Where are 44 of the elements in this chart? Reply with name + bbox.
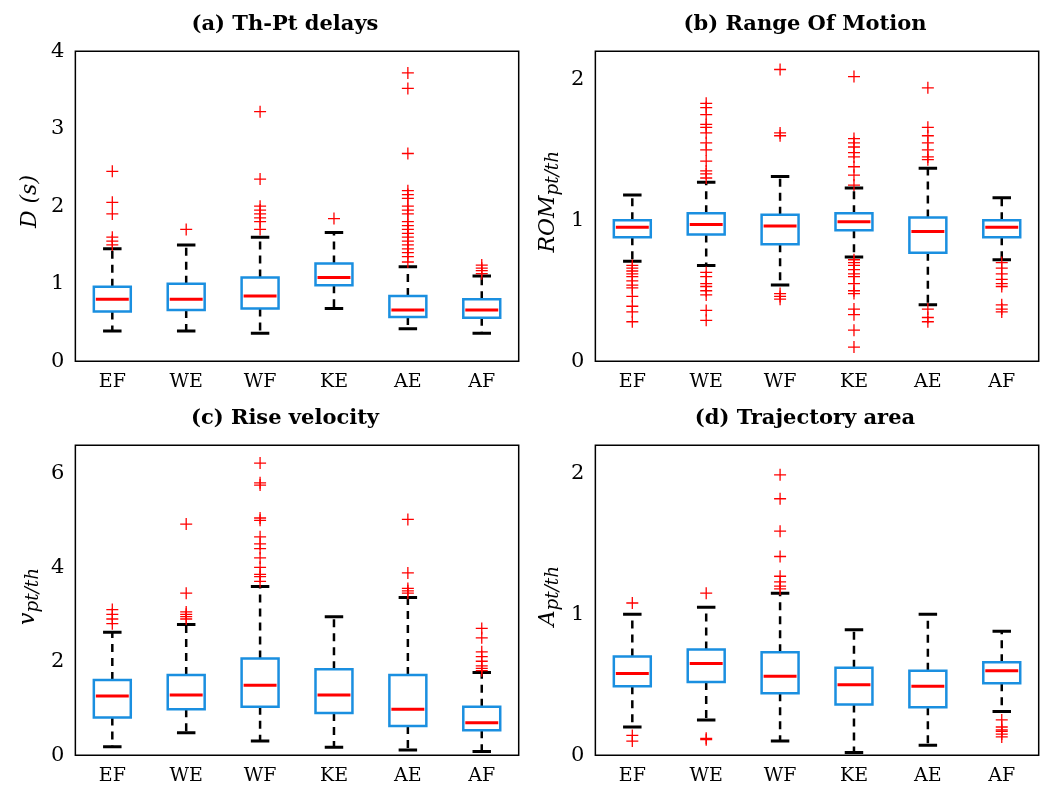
y-tick-label: 1 <box>570 600 585 625</box>
x-tick-label: EF <box>98 368 126 391</box>
x-tick-label: AE <box>913 762 942 785</box>
x-tick-label: WF <box>763 762 797 785</box>
y-tick-label: 0 <box>50 741 65 766</box>
x-tick-label: WE <box>689 368 723 391</box>
x-tick-label: WE <box>169 762 203 785</box>
y-tick-label: 0 <box>570 741 585 766</box>
x-tick-label: WE <box>689 762 723 785</box>
y-tick-label: 6 <box>50 459 65 484</box>
y-tick-label: 0 <box>570 347 585 372</box>
x-tick-label: KE <box>319 368 349 391</box>
y-tick-label: 3 <box>50 115 65 140</box>
x-tick-label: AF <box>987 762 1016 785</box>
y-tick-label: 1 <box>570 206 585 231</box>
x-tick-label: AE <box>393 368 422 391</box>
x-tick-label: AE <box>393 762 422 785</box>
y-tick-label: 2 <box>570 459 585 484</box>
y-tick-label: 1 <box>50 270 65 295</box>
x-tick-label: KE <box>839 368 869 391</box>
x-tick-label: KE <box>839 762 869 785</box>
x-tick-label: AF <box>467 762 496 785</box>
y-tick-label: 2 <box>570 65 585 90</box>
y-tick-label: 2 <box>50 647 65 672</box>
y-tick-label: 2 <box>50 192 65 217</box>
x-tick-label: KE <box>319 762 349 785</box>
x-tick-label: AF <box>467 368 496 391</box>
chart-title: (b) Range Of Motion <box>683 10 927 36</box>
chart-title: (d) Trajectory area <box>694 404 916 430</box>
x-tick-label: EF <box>98 762 126 785</box>
y-tick-label: 4 <box>50 553 65 578</box>
y-axis-title: D (s) <box>15 175 41 229</box>
y-tick-label: 4 <box>50 37 65 62</box>
x-tick-label: WF <box>243 762 277 785</box>
x-tick-label: EF <box>618 762 646 785</box>
y-tick-label: 0 <box>50 347 65 372</box>
x-tick-label: WF <box>763 368 797 391</box>
x-tick-label: WE <box>169 368 203 391</box>
chart-title: (c) Rise velocity <box>190 404 380 430</box>
x-tick-label: AE <box>913 368 942 391</box>
x-tick-label: AF <box>987 368 1016 391</box>
x-tick-label: EF <box>618 368 646 391</box>
x-tick-label: WF <box>243 368 277 391</box>
chart-title: (a) Th-Pt delays <box>191 10 379 36</box>
